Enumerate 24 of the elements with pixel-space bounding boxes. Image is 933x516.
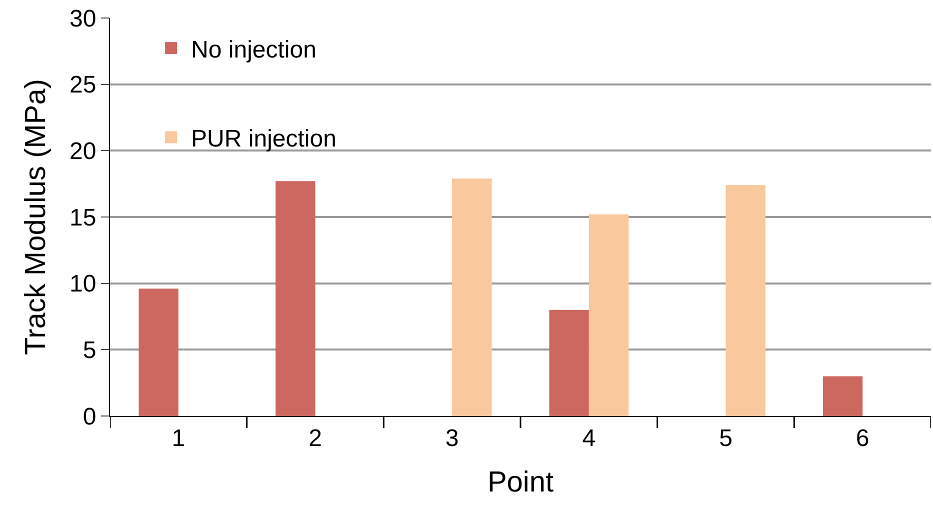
y-axis-title: Track Modulus (MPa) — [20, 78, 52, 356]
y-tick-label: 25 — [69, 72, 96, 99]
legend-label: PUR injection — [191, 126, 336, 153]
x-tick-label: 4 — [582, 424, 596, 452]
x-tick-label: 2 — [308, 424, 322, 452]
y-tick-label: 15 — [69, 204, 96, 232]
y-tick-label: 20 — [69, 138, 96, 166]
bar — [588, 214, 629, 416]
x-tick-label: 5 — [719, 424, 732, 452]
bar — [549, 310, 589, 416]
bar — [822, 376, 863, 416]
y-tick-label: 0 — [82, 403, 96, 430]
x-axis-title: Point — [487, 466, 554, 499]
y-tick-label: 10 — [69, 270, 96, 298]
y-tick-label: 5 — [82, 337, 96, 364]
x-tick-label: 6 — [856, 424, 870, 452]
bar — [138, 288, 178, 416]
bar — [276, 181, 316, 416]
x-tick-label: 1 — [172, 424, 186, 452]
legend-label: No injection — [191, 36, 316, 64]
bar — [726, 185, 766, 416]
bar — [452, 178, 492, 416]
y-tick-label: 30 — [69, 5, 96, 32]
x-tick-label: 3 — [445, 424, 459, 452]
